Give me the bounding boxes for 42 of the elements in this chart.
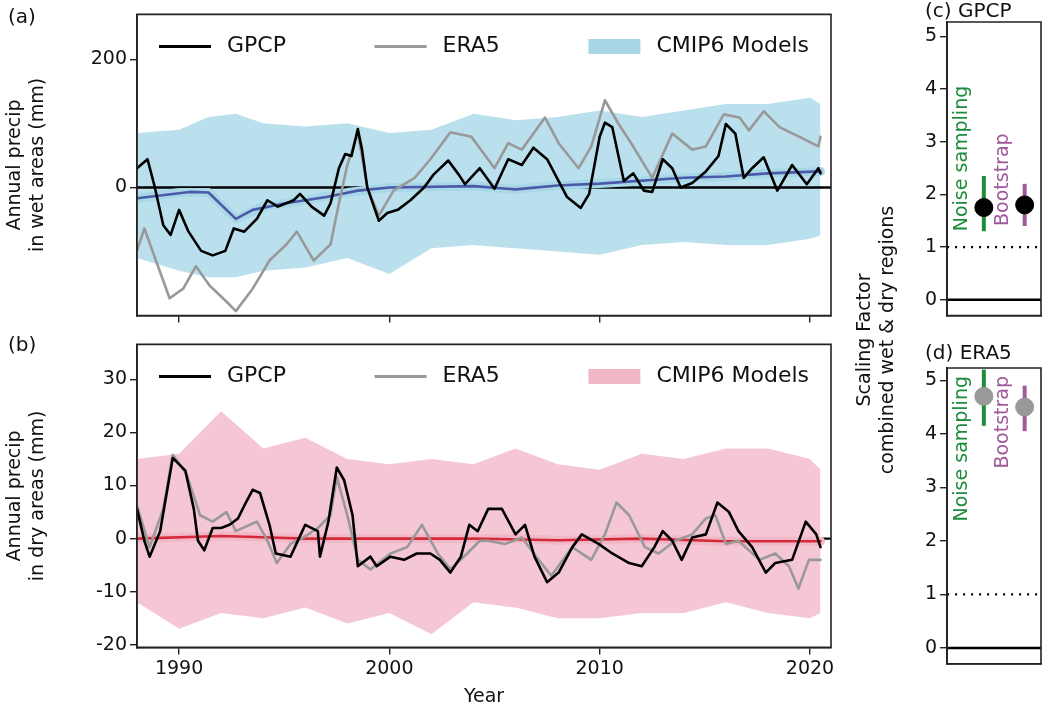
chart-title: (d) ERA5 bbox=[925, 340, 1012, 365]
text: Bootstrap bbox=[990, 133, 1013, 226]
y-tick-label: 0 bbox=[114, 525, 127, 548]
y-tick-label: -10 bbox=[95, 578, 127, 601]
y-tick-label: 1 bbox=[924, 581, 938, 604]
text: Bootstrap bbox=[990, 375, 1013, 469]
x-tick-label: 2000 bbox=[365, 655, 414, 678]
legend-label: GPCP bbox=[227, 32, 286, 58]
y-tick-label: -20 bbox=[95, 631, 127, 654]
y-tick-label: 5 bbox=[924, 367, 938, 390]
y-axis-title: Annual precip in dry areas (mm) bbox=[2, 410, 48, 582]
legend-label: GPCP bbox=[227, 362, 286, 388]
chart-title: (c) GPCP bbox=[925, 0, 1012, 23]
x-tick-label: 2010 bbox=[575, 655, 624, 678]
y-tick-label: 5 bbox=[924, 23, 938, 46]
y-tick-label: 10 bbox=[102, 472, 127, 495]
chart-title: (a) bbox=[8, 4, 36, 29]
text: Noise sampling bbox=[949, 376, 972, 522]
y-tick-label: 200 bbox=[90, 46, 127, 69]
y-tick-label: 3 bbox=[924, 128, 938, 151]
legend-label: CMIP6 Models bbox=[656, 362, 810, 388]
y-axis-title: Scaling Factor combined wet & dry regions bbox=[852, 204, 898, 477]
y-tick-label: 30 bbox=[102, 366, 127, 389]
y-tick-label: 0 bbox=[114, 174, 127, 197]
y-tick-label: 3 bbox=[924, 474, 938, 497]
y-tick-label: 0 bbox=[924, 634, 938, 657]
x-tick-label: 2020 bbox=[785, 655, 835, 678]
text: Noise sampling bbox=[949, 85, 972, 232]
y-tick-label: 0 bbox=[924, 286, 938, 309]
x-tick-label: 1990 bbox=[154, 655, 204, 678]
y-tick-label: 2 bbox=[924, 181, 938, 204]
chart-title: (b) bbox=[8, 332, 37, 357]
y-tick-label: 2 bbox=[924, 527, 938, 550]
y-tick-label: 4 bbox=[924, 75, 938, 98]
y-axis-title: Annual precip in wet areas (mm) bbox=[2, 77, 48, 253]
legend-label: ERA5 bbox=[442, 362, 500, 388]
y-tick-label: 4 bbox=[924, 420, 938, 443]
x-axis-title: Year bbox=[462, 683, 505, 706]
y-tick-label: 20 bbox=[102, 419, 127, 442]
legend-label: ERA5 bbox=[442, 32, 500, 58]
y-tick-label: 1 bbox=[924, 234, 938, 257]
legend-label: CMIP6 Models bbox=[656, 32, 810, 58]
